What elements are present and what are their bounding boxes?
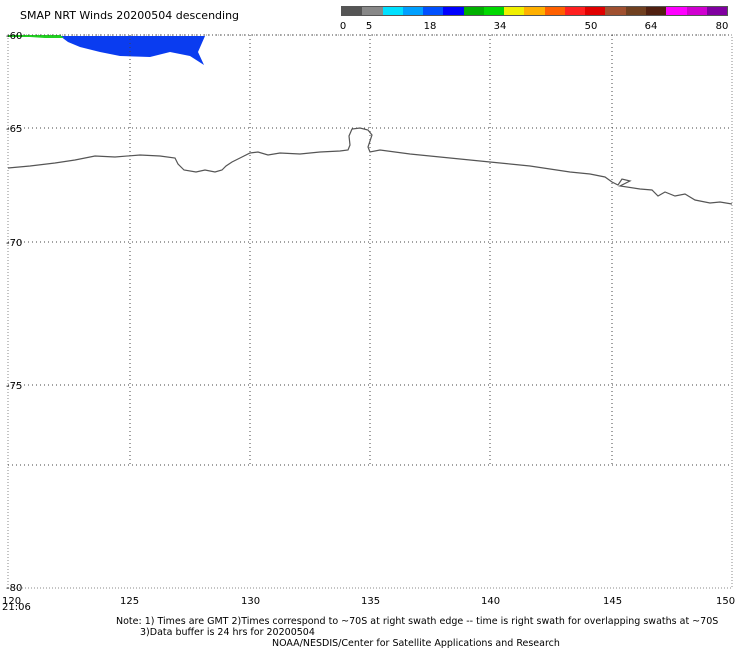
colorbar-segment: [463, 7, 484, 15]
note-line-2: 3)Data buffer is 24 hrs for 20200504: [140, 627, 315, 638]
lat-label: -80: [6, 583, 22, 594]
lat-label: -75: [6, 381, 22, 392]
colorbar-label: 50: [584, 21, 598, 32]
colorbar-segment: [585, 7, 606, 15]
colorbar-segment: [605, 7, 626, 15]
colorbar-segment: [564, 7, 586, 15]
lon-label: 130: [241, 596, 260, 607]
note-line-3: NOAA/NESDIS/Center for Satellite Applica…: [272, 638, 560, 649]
colorbar-label: 64: [644, 21, 658, 32]
map-title: SMAP NRT Winds 20200504 descending: [20, 9, 240, 22]
wind-swath-blue: [60, 36, 205, 65]
colorbar-segment: [362, 7, 383, 15]
lat-label: -70: [6, 238, 22, 249]
graticule: [8, 34, 732, 466]
lon-label: 150: [716, 596, 735, 607]
lat-label: -60: [6, 31, 22, 42]
map-frame: [7, 34, 733, 589]
lon-label: 145: [603, 596, 622, 607]
wind-swath-green: [8, 35, 64, 38]
colorbar-segment: [504, 7, 525, 15]
colorbar-segment: [706, 7, 728, 15]
colorbar-label: 18: [423, 21, 437, 32]
colorbar-segment: [402, 7, 424, 15]
colorbar-segment: [645, 7, 667, 15]
colorbar-label: 0: [339, 21, 347, 32]
lat-label: -65: [6, 124, 22, 135]
colorbar-segment: [443, 7, 464, 15]
colorbar-label: 5: [365, 21, 373, 32]
colorbar-segment: [625, 7, 646, 15]
colorbar-segment: [666, 7, 687, 15]
wind-speed-colorbar: [341, 6, 728, 16]
swath-time-label: 21:06: [2, 602, 31, 613]
colorbar-segment: [423, 7, 444, 15]
lon-label: 135: [361, 596, 380, 607]
colorbar-segment: [342, 7, 363, 15]
colorbar-segment: [524, 7, 545, 15]
antarctic-coastline: [7, 127, 733, 205]
colorbar-label: 34: [493, 21, 507, 32]
colorbar-segment: [686, 7, 707, 15]
colorbar-label: 80: [715, 21, 729, 32]
colorbar-segment: [382, 7, 403, 15]
colorbar-segment: [483, 7, 505, 15]
lon-label: 140: [481, 596, 500, 607]
note-line-1: Note: 1) Times are GMT 2)Times correspon…: [116, 616, 719, 627]
lon-label: 120: [2, 596, 21, 607]
colorbar-segment: [544, 7, 565, 15]
lon-label: 125: [120, 596, 139, 607]
